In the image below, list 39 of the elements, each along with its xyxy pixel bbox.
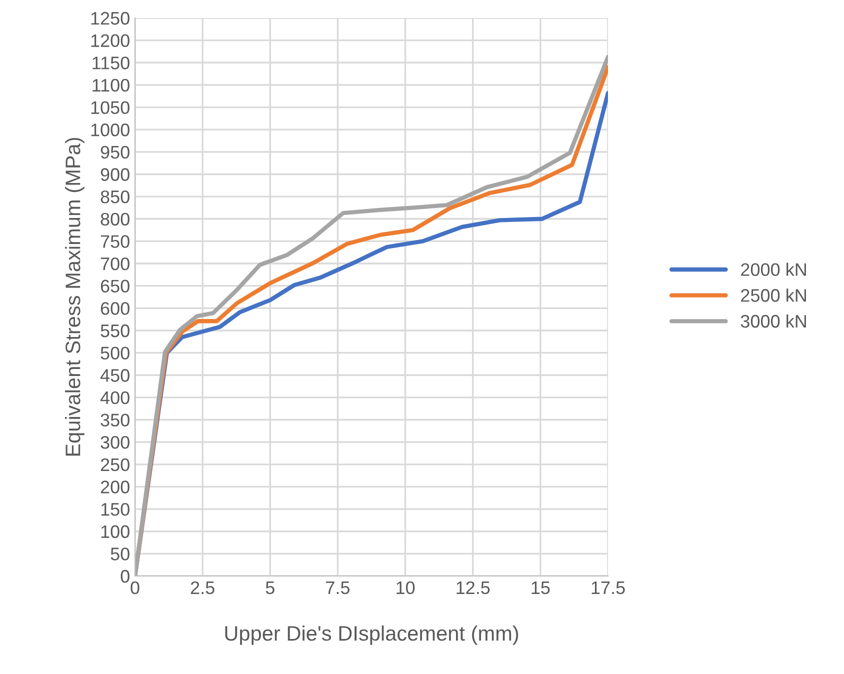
- y-tick-label: 1050: [91, 101, 130, 114]
- y-tick-label: 150: [101, 502, 130, 516]
- x-tick-label: 5: [266, 582, 274, 594]
- y-tick-label: 250: [100, 458, 130, 472]
- x-tick-label: 2.5: [190, 581, 214, 594]
- x-tick-label: 0: [130, 581, 140, 594]
- y-tick-label: 900: [100, 168, 130, 181]
- y-tick-label: 50: [110, 548, 130, 560]
- y-tick-label: 1150: [92, 56, 130, 70]
- y-tick-label: 400: [100, 391, 130, 404]
- y-tick-label: 450: [100, 369, 130, 382]
- x-tick-label: 7.5: [326, 582, 350, 594]
- y-tick-label: 950: [100, 146, 130, 159]
- legend-label: 2000 kN: [741, 262, 806, 276]
- y-tick-label: 350: [100, 414, 130, 426]
- x-axis-title: Upper Die's DIsplacement (mm): [225, 625, 518, 645]
- y-tick-label: 700: [100, 257, 130, 270]
- y-tick-label: 850: [100, 190, 130, 204]
- y-tick-label: 0: [120, 570, 130, 583]
- y-tick-label: 1250: [91, 12, 130, 25]
- y-tick-label: 800: [100, 212, 130, 226]
- legend-label: 3000 kN: [740, 314, 806, 328]
- y-tick-label: 1000: [91, 124, 130, 136]
- y-tick-label: 1100: [92, 78, 130, 92]
- y-axis-title: Equivalent Stress Maximum (MPa): [65, 138, 84, 456]
- x-tick-label: 17.5: [592, 582, 625, 594]
- x-tick-label: 10: [396, 581, 415, 594]
- y-tick-label: 300: [100, 436, 130, 449]
- y-tick-label: 100: [101, 525, 130, 538]
- y-tick-label: 1200: [91, 34, 130, 48]
- y-tick-label: 500: [100, 346, 130, 360]
- y-tick-label: 600: [100, 302, 130, 315]
- legend-label: 2500 kN: [741, 288, 806, 302]
- x-tick-label: 12.5: [456, 581, 490, 594]
- y-tick-label: 650: [100, 280, 130, 293]
- y-tick-label: 750: [100, 235, 130, 248]
- y-tick-label: 550: [100, 324, 130, 338]
- x-tick-label: 15: [532, 582, 550, 594]
- y-tick-label: 200: [100, 480, 130, 494]
